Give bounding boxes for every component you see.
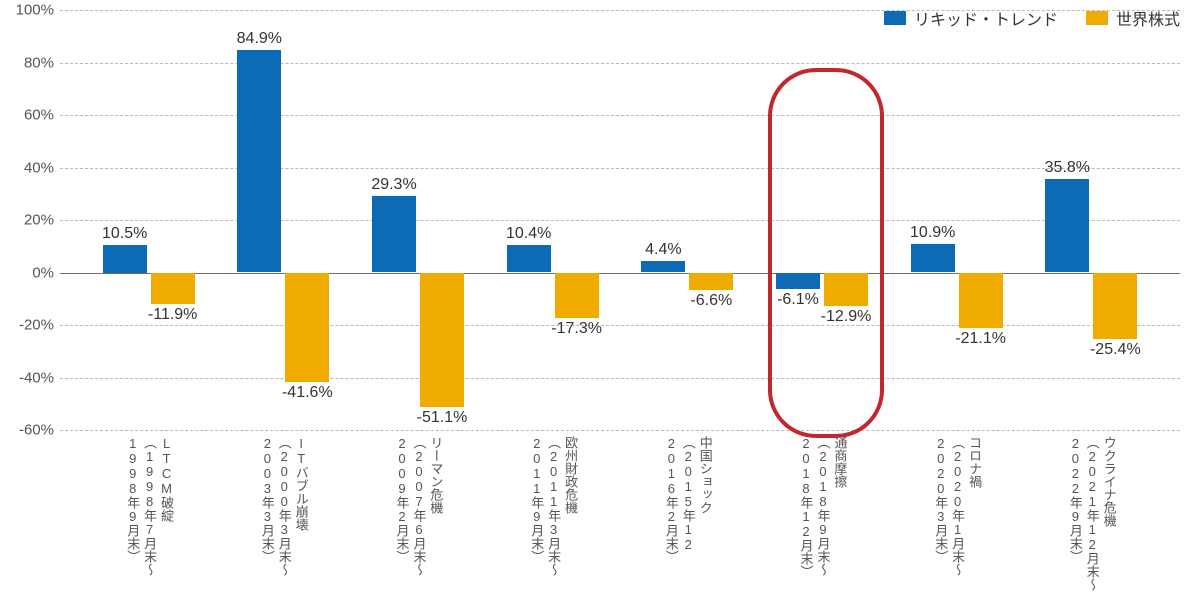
bar-label: -41.6% — [282, 384, 333, 402]
bar-series-a — [372, 196, 416, 273]
gridline — [60, 115, 1180, 116]
bar-series-a — [641, 261, 685, 273]
x-category-line: （1998年7月末〜 — [141, 436, 156, 576]
bar-label: -21.1% — [955, 330, 1006, 348]
chart-container: -60% -40% -20% 0% 20% 40% 60% 80% 100% 10.5% -11.9… — [0, 0, 1200, 600]
x-category-line: 1998年9月末） — [124, 436, 139, 576]
y-tick-label: 0% — [32, 264, 60, 281]
gridline — [60, 325, 1180, 326]
bar-series-a — [911, 244, 955, 273]
y-tick-label: -20% — [19, 317, 60, 334]
bar-label: 29.3% — [371, 176, 416, 194]
bar-label: 10.4% — [506, 225, 551, 243]
x-category-label: 1998年9月末）（1998年7月末〜LTCM破綻 — [119, 436, 179, 576]
x-category-line: LTCM破綻 — [158, 436, 173, 576]
bar-series-a — [103, 245, 147, 273]
x-category-line: 中国ショック — [697, 436, 712, 563]
x-category-label: 2018年12月末）（2018年9月末〜通商摩擦 — [792, 436, 852, 578]
legend-item: 世界株式 — [1086, 6, 1180, 30]
bar-series-a — [507, 245, 551, 272]
gridline — [60, 168, 1180, 169]
bar-series-a — [1045, 179, 1089, 273]
bar-label: -51.1% — [417, 409, 468, 427]
x-category-label: 2009年2月末）（2007年6月末〜リーマン危機 — [388, 436, 448, 576]
x-category-line: 2020年3月末） — [932, 436, 947, 576]
bar-label: -12.9% — [821, 308, 872, 326]
x-category-line: 2022年9月末） — [1067, 436, 1082, 591]
legend-label: 世界株式 — [1116, 6, 1180, 30]
x-category-line: 2003年3月末） — [259, 436, 274, 576]
bar-series-a — [237, 50, 281, 273]
x-category-line: 通商摩擦 — [831, 436, 846, 578]
legend-label: リキッド・トレンド — [914, 6, 1058, 30]
legend: リキッド・トレンド 世界株式 — [884, 6, 1180, 30]
gridline — [60, 220, 1180, 221]
bar-series-b — [689, 273, 733, 290]
bar-series-b — [1093, 273, 1137, 340]
highlight-oval — [768, 68, 884, 438]
x-category-line: 2011年9月末） — [528, 436, 543, 576]
bar-series-b — [959, 273, 1003, 328]
x-axis-area: 1998年9月末）（1998年7月末〜LTCM破綻 2003年3月末）（2000年… — [60, 436, 1180, 600]
bar-label: 10.5% — [102, 225, 147, 243]
plot-area: -60%-40%-20%0%20%40%60%80%100%10.5%-11.9… — [60, 10, 1180, 430]
gridline — [60, 430, 1180, 431]
x-category-line: ウクライナ危機 — [1101, 436, 1116, 591]
x-category-label: 2003年3月末）（2000年3月末〜ITバブル崩壊 — [253, 436, 313, 576]
x-category-line: 2018年12月末） — [798, 436, 813, 578]
x-category-label: 2016年2月末）（2015年12中国ショック — [657, 436, 717, 563]
gridline — [60, 63, 1180, 64]
bar-series-b — [420, 273, 464, 407]
bar-label: -11.9% — [148, 306, 198, 324]
gridline — [60, 378, 1180, 379]
x-category-label: 2011年9月末）（2011年3月末〜欧州財政危機 — [523, 436, 583, 576]
x-category-line: 2009年2月末） — [394, 436, 409, 576]
bar-label: 4.4% — [645, 241, 681, 259]
bar-label: -6.1% — [777, 291, 819, 309]
bar-label: 35.8% — [1045, 159, 1090, 177]
axis-zero-line — [60, 273, 1180, 274]
legend-swatch — [884, 11, 906, 25]
y-tick-label: 60% — [24, 107, 60, 124]
y-tick-label: 80% — [24, 54, 60, 71]
x-category-line: （2021年12月末〜 — [1084, 436, 1099, 591]
x-category-line: （2011年3月末〜 — [545, 436, 560, 576]
y-tick-label: 100% — [16, 2, 60, 19]
bar-label: -17.3% — [551, 320, 602, 338]
x-category-line: コロナ禍 — [966, 436, 981, 576]
x-category-line: （2015年12 — [680, 436, 695, 563]
bar-label: 10.9% — [910, 224, 955, 242]
bar-series-b — [555, 273, 599, 318]
legend-item: リキッド・トレンド — [884, 6, 1058, 30]
bar-series-b — [824, 273, 868, 307]
bar-label: -6.6% — [690, 292, 732, 310]
bar-series-b — [285, 273, 329, 382]
bar-label: -25.4% — [1090, 341, 1141, 359]
x-category-line: ITバブル崩壊 — [293, 436, 308, 576]
bar-series-a — [776, 273, 820, 289]
x-category-line: （2007年6月末〜 — [411, 436, 426, 576]
y-tick-label: 40% — [24, 159, 60, 176]
x-category-line: （2018年9月末〜 — [815, 436, 830, 578]
y-tick-label: 20% — [24, 212, 60, 229]
legend-swatch — [1086, 11, 1108, 25]
x-category-label: 2020年3月末）（2020年1月末〜コロナ禍 — [927, 436, 987, 576]
bar-series-b — [151, 273, 195, 304]
y-tick-label: -40% — [19, 369, 60, 386]
x-category-line: 2016年2月末） — [663, 436, 678, 563]
x-category-line: リーマン危機 — [427, 436, 442, 576]
bar-label: 84.9% — [237, 30, 282, 48]
x-category-line: （2000年3月末〜 — [276, 436, 291, 576]
y-tick-label: -60% — [19, 422, 60, 439]
x-category-label: 2022年9月末）（2021年12月末〜ウクライナ危機 — [1061, 436, 1121, 591]
x-category-line: （2020年1月末〜 — [949, 436, 964, 576]
x-category-line: 欧州財政危機 — [562, 436, 577, 576]
